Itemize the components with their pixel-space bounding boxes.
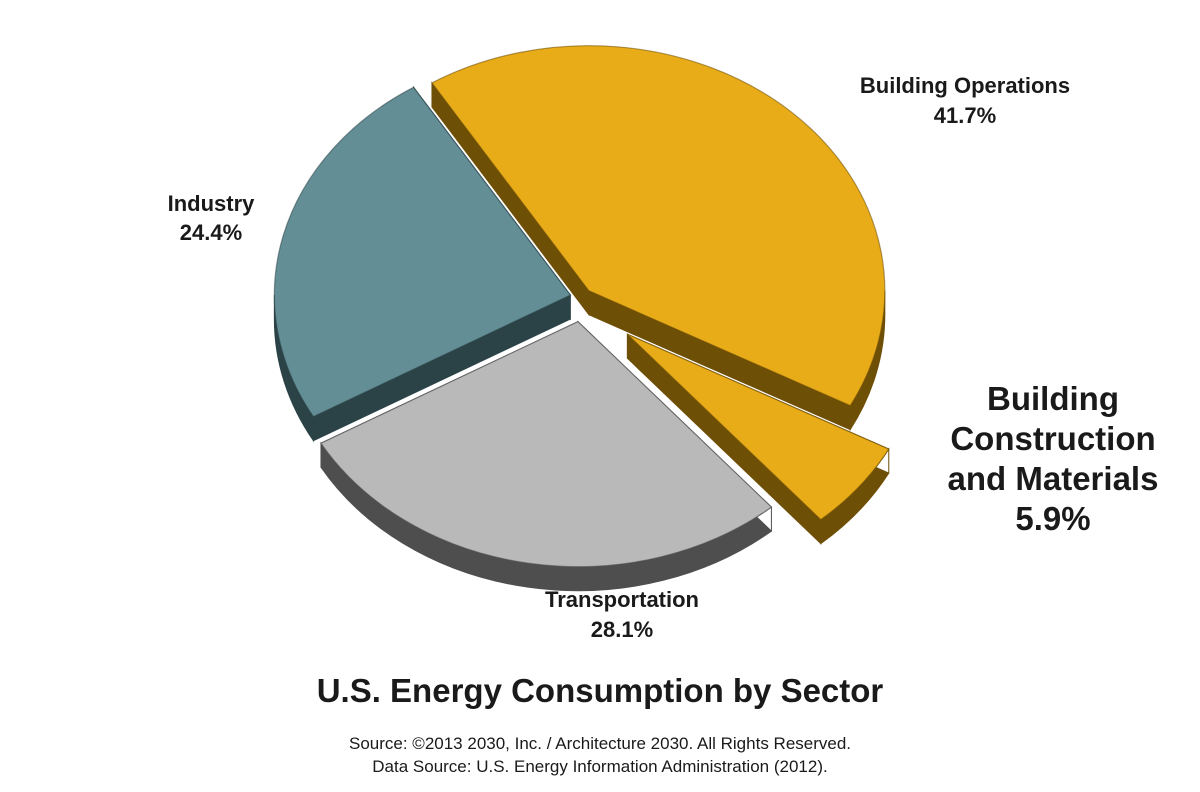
label-building-construction: Building Construction and Materials 5.9% [948, 380, 1159, 537]
chart-title: U.S. Energy Consumption by Sector [316, 672, 884, 709]
slice-label-building-construction-line1: Building [987, 380, 1119, 417]
slice-value-transportation: 28.1% [591, 617, 653, 642]
slice-label-building-construction-line2: Construction [950, 420, 1155, 457]
pie-slice-transportation [320, 320, 773, 568]
pie-slices [273, 45, 890, 592]
slice-label-industry: Industry [168, 191, 256, 216]
label-industry: Industry 24.4% [168, 191, 256, 245]
source-credit: Source: ©2013 2030, Inc. / Architecture … [348, 734, 852, 753]
label-transportation: Transportation 28.1% [545, 587, 699, 642]
slice-label-transportation: Transportation [545, 587, 699, 612]
slice-value-industry: 24.4% [180, 220, 242, 245]
label-building-operations: Building Operations 41.7% [860, 73, 1070, 128]
pie-slice-building-operations [431, 45, 886, 407]
data-source-credit: Data Source: U.S. Energy Information Adm… [372, 757, 828, 776]
slice-value-building-operations: 41.7% [934, 103, 996, 128]
slice-value-building-construction: 5.9% [1015, 500, 1090, 537]
slice-label-building-operations: Building Operations [860, 73, 1070, 98]
pie-slice-building-construction-and-materials [626, 333, 890, 521]
slice-label-building-construction-line3: and Materials [948, 460, 1159, 497]
pie-slice-industry [273, 86, 572, 418]
